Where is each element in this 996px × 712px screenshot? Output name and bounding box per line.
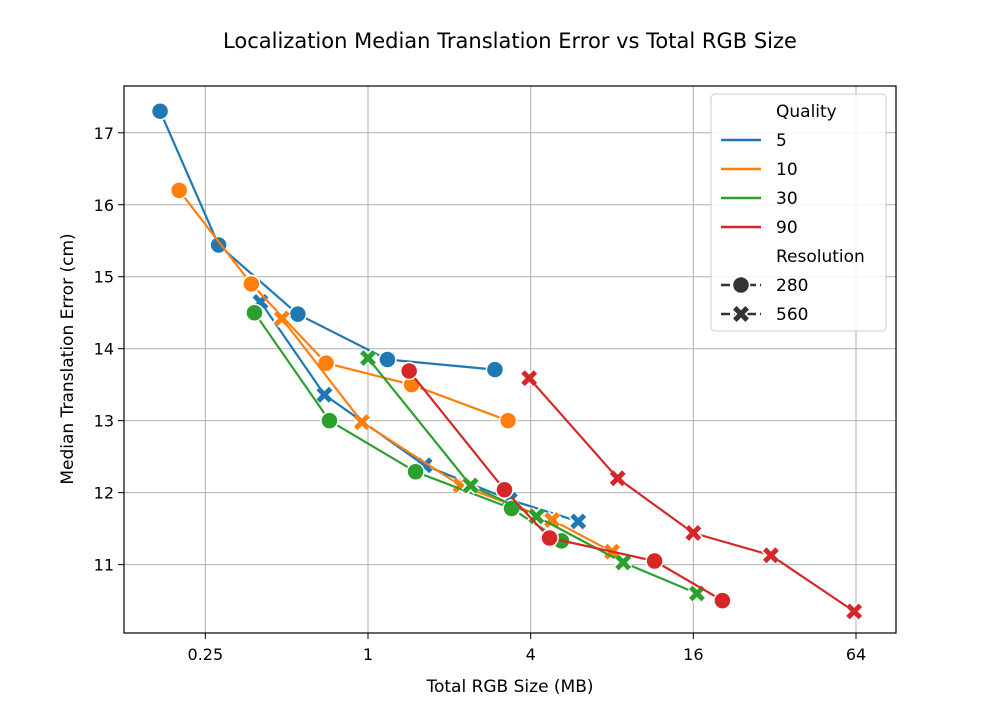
data-point-circle	[209, 235, 228, 255]
series-q90-r280	[399, 361, 732, 610]
data-point-x	[615, 554, 632, 571]
series-q30-r560	[358, 348, 707, 603]
data-point-circle	[406, 462, 425, 482]
y-tick-label: 12	[94, 484, 114, 503]
legend-resolution-title: Resolution	[776, 247, 865, 267]
legend-marker-resolution-280	[731, 275, 751, 295]
y-tick-label: 14	[94, 340, 114, 359]
data-point-circle	[498, 411, 518, 430]
data-point-circle	[378, 350, 397, 369]
legend-quality-title: Quality	[776, 102, 837, 122]
data-point-circle	[169, 181, 189, 200]
legend-label-quality-90: 90	[776, 218, 798, 238]
data-point-circle	[399, 361, 419, 381]
data-point-x	[462, 477, 479, 494]
data-point-circle	[245, 303, 264, 322]
x-tick-label: 64	[846, 645, 866, 664]
legend-marker-resolution-560	[733, 306, 749, 322]
y-tick-label: 11	[94, 556, 114, 575]
y-tick-label: 15	[94, 268, 114, 287]
legend-label-resolution-280: 280	[776, 276, 808, 296]
plot-frame	[123, 85, 897, 634]
series-q5-r280	[150, 101, 505, 379]
legend-box	[710, 93, 887, 332]
x-tick-label: 16	[683, 645, 703, 664]
data-point-circle	[242, 274, 261, 294]
data-point-circle	[485, 360, 505, 379]
legend-quality-entries: 5 10 30 90	[721, 131, 798, 238]
data-point-circle	[150, 101, 170, 121]
data-point-x	[846, 603, 863, 620]
legend-label-quality-10: 10	[776, 160, 798, 180]
series-layer	[150, 101, 864, 621]
data-point-x	[685, 524, 702, 541]
x-tick-label: 1	[363, 645, 373, 664]
legend-label-quality-5: 5	[776, 131, 787, 151]
data-point-x	[354, 414, 370, 431]
data-point-circle	[540, 528, 559, 548]
data-point-circle	[713, 591, 732, 610]
data-point-x	[762, 547, 779, 564]
data-point-x	[609, 470, 626, 487]
data-point-circle	[495, 480, 514, 500]
data-point-x	[316, 386, 333, 403]
legend-label-resolution-560: 560	[776, 305, 808, 325]
data-point-x	[570, 513, 587, 530]
y-tick-label: 16	[94, 196, 114, 215]
x-tick-label: 0.25	[188, 645, 224, 664]
y-tick-label: 17	[94, 124, 114, 143]
y-axis-label: Median Translation Error (cm)	[58, 233, 78, 484]
series-q10-r280	[169, 181, 518, 430]
chart-title: Localization Median Translation Error vs…	[223, 29, 797, 53]
data-point-circle	[320, 411, 339, 430]
legend-label-quality-30: 30	[776, 189, 798, 209]
x-tick-label: 4	[526, 645, 536, 664]
data-point-x	[273, 310, 290, 327]
data-point-x	[360, 350, 376, 367]
data-point-x	[544, 512, 561, 528]
x-axis-label: Total RGB Size (MB)	[425, 677, 593, 697]
data-point-x	[521, 370, 538, 387]
series-q90-r560	[519, 369, 864, 621]
data-point-circle	[288, 304, 308, 324]
y-tick-label: 13	[94, 412, 114, 431]
data-point-circle	[645, 551, 664, 571]
